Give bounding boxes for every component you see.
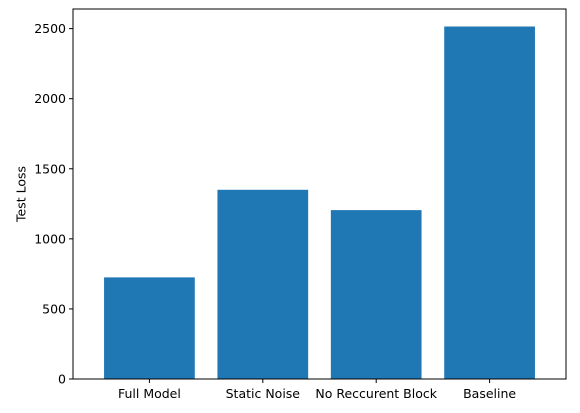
x-tick-label: No Reccurent Block bbox=[315, 386, 437, 401]
x-tick-label: Static Noise bbox=[226, 386, 301, 401]
x-tick-label: Baseline bbox=[463, 386, 516, 401]
y-axis-label: Test Loss bbox=[14, 166, 29, 223]
y-tick-label: 2000 bbox=[34, 91, 66, 106]
x-tick-label: Full Model bbox=[118, 386, 181, 401]
y-tick-label: 0 bbox=[58, 372, 66, 387]
x-axis-ticks: Full Model Static Noise No Reccurent Block… bbox=[118, 379, 516, 401]
y-tick-label: 500 bbox=[42, 301, 66, 316]
bar-full-model bbox=[104, 277, 195, 379]
y-tick-label: 2500 bbox=[34, 21, 66, 36]
bar-static-noise bbox=[217, 189, 309, 379]
y-tick-label: 1500 bbox=[34, 161, 66, 176]
bars-layer bbox=[104, 26, 535, 379]
bar-no-reccurent-block bbox=[330, 210, 422, 379]
y-axis-ticks: 0 500 1000 1500 2000 2500 bbox=[34, 21, 73, 387]
y-tick-label: 1000 bbox=[34, 231, 66, 246]
bar-baseline bbox=[444, 26, 535, 379]
plot-frame bbox=[72, 8, 567, 380]
